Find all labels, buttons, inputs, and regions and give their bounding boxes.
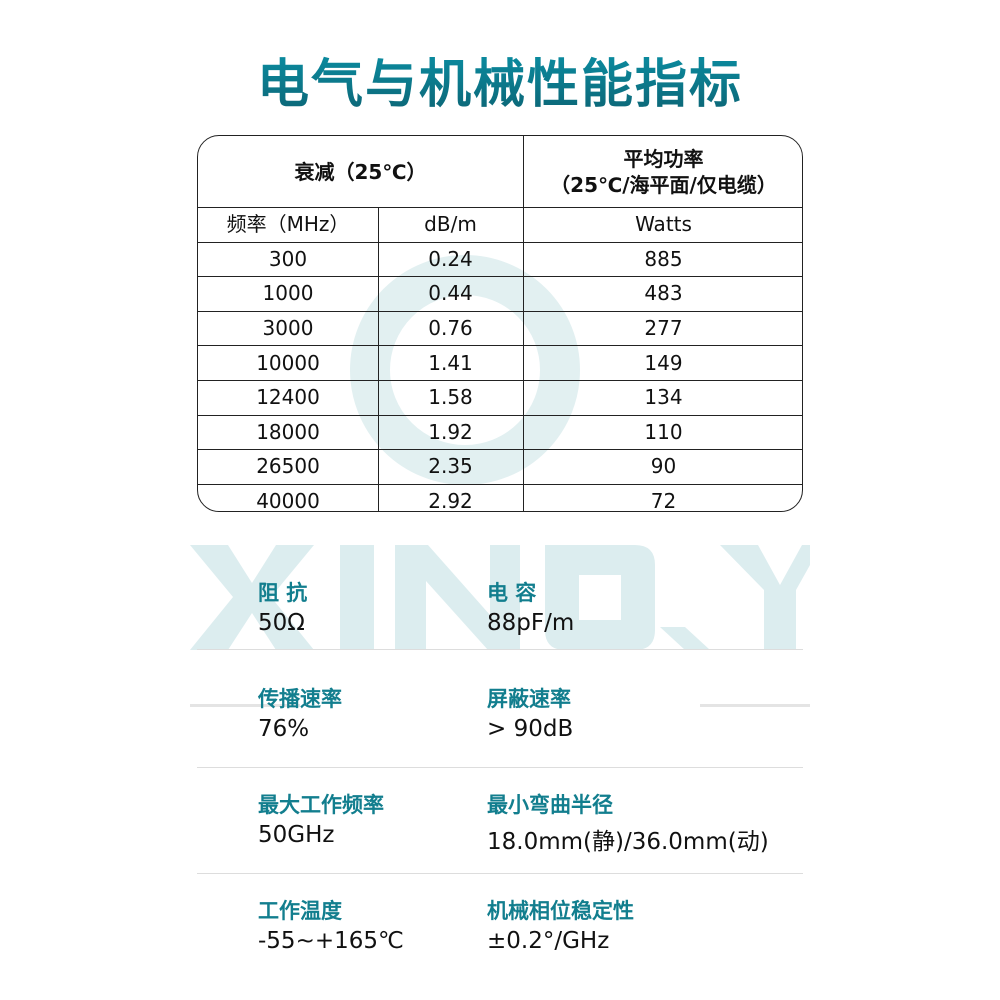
column-header: 频率（MHz） bbox=[226, 212, 350, 237]
spec-label: 传播速率 bbox=[258, 687, 342, 711]
spec-label: 工作温度 bbox=[258, 899, 342, 923]
spec-value: 50GHz bbox=[258, 822, 335, 848]
table-cell: 90 bbox=[650, 454, 677, 479]
table-cell: 2.92 bbox=[428, 489, 473, 512]
row-divider bbox=[198, 345, 802, 347]
table-cell: 40000 bbox=[256, 489, 320, 512]
divider bbox=[197, 767, 803, 768]
table-cell: 0.44 bbox=[428, 281, 473, 306]
table-cell: 1.92 bbox=[428, 419, 473, 444]
column-header: Watts bbox=[635, 212, 692, 237]
row-divider bbox=[198, 449, 802, 451]
row-divider bbox=[198, 241, 802, 243]
spec-table: 衰减（25℃） 平均功率 （25℃/海平面/仅电缆） 频率（MHz） dB/m Wa… bbox=[197, 135, 803, 512]
table-cell: 2.35 bbox=[428, 454, 473, 479]
row-divider bbox=[198, 414, 802, 416]
attenuation-header: 衰减（25℃） bbox=[294, 159, 427, 184]
table-cell: 1.41 bbox=[428, 350, 473, 375]
column-divider bbox=[378, 207, 379, 511]
spec-label: 最大工作频率 bbox=[258, 793, 384, 817]
power-header: 平均功率 （25℃/海平面/仅电缆） bbox=[523, 136, 802, 207]
spec-value: 18.0mm(静)/36.0mm(动) bbox=[487, 829, 769, 855]
table-cell: 110 bbox=[644, 419, 683, 444]
row-divider bbox=[198, 310, 802, 312]
table-cell: 483 bbox=[644, 281, 683, 306]
spec-label: 屏蔽速率 bbox=[487, 687, 571, 711]
table-cell: 134 bbox=[644, 385, 683, 410]
table-cell: 10000 bbox=[256, 350, 320, 375]
table-cell: 26500 bbox=[256, 454, 320, 479]
row-divider bbox=[198, 380, 802, 381]
spec-value: > 90dB bbox=[487, 716, 574, 742]
table-cell: 277 bbox=[644, 316, 683, 341]
spec-value: 50Ω bbox=[258, 610, 305, 636]
table-cell: 18000 bbox=[256, 419, 320, 444]
row-divider bbox=[198, 276, 802, 278]
table-cell: 149 bbox=[644, 350, 683, 375]
table-cell: 300 bbox=[268, 246, 308, 271]
spec-label: 电 容 bbox=[487, 581, 537, 605]
table-cell: 3000 bbox=[262, 316, 314, 341]
power-header-line1: 平均功率 bbox=[623, 146, 704, 171]
watermark-line-right bbox=[700, 704, 810, 707]
spec-value: 88pF/m bbox=[487, 610, 575, 636]
power-header-line2: （25℃/海平面/仅电缆） bbox=[550, 172, 777, 197]
table-cell: 1.58 bbox=[428, 385, 473, 410]
divider bbox=[197, 649, 803, 650]
spec-value: ±0.2°/GHz bbox=[487, 928, 610, 954]
column-header: dB/m bbox=[424, 212, 477, 237]
spec-value: -55~+165℃ bbox=[258, 928, 404, 954]
table-cell: 885 bbox=[644, 246, 683, 271]
spec-label: 最小弯曲半径 bbox=[487, 793, 613, 817]
table-cell: 12400 bbox=[256, 385, 320, 410]
divider bbox=[197, 873, 803, 874]
row-divider bbox=[198, 483, 802, 485]
spec-label: 阻 抗 bbox=[258, 581, 308, 605]
table-cell: 1000 bbox=[262, 281, 314, 306]
page-title: 电气与机械性能指标 bbox=[0, 42, 1000, 117]
table-cell: 72 bbox=[650, 489, 677, 512]
spec-label: 机械相位稳定性 bbox=[487, 899, 634, 923]
column-divider bbox=[523, 136, 524, 511]
row-divider bbox=[198, 207, 802, 208]
spec-value: 76% bbox=[258, 716, 310, 742]
table-cell: 0.24 bbox=[428, 246, 473, 271]
table-cell: 0.76 bbox=[428, 316, 473, 341]
